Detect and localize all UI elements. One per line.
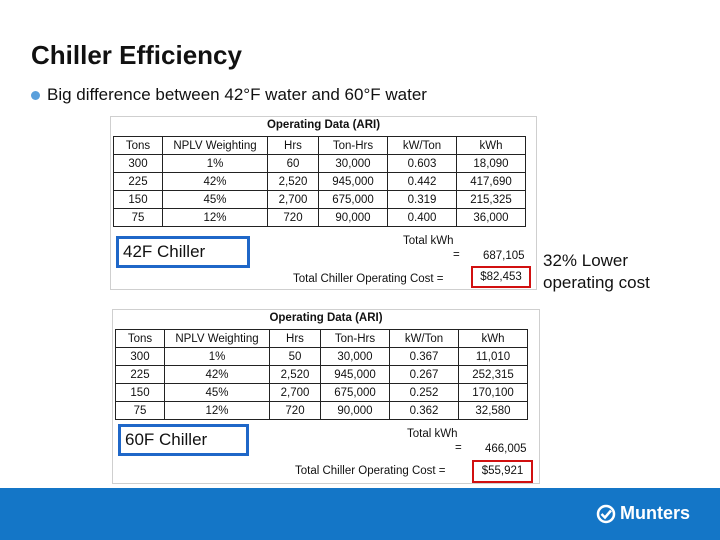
chiller-label-60f: 60F Chiller bbox=[118, 424, 249, 456]
table-cell: 50 bbox=[269, 347, 321, 366]
table-cell: 945,000 bbox=[320, 365, 390, 384]
table-cell: 225 bbox=[113, 172, 163, 191]
total-cost-label: Total Chiller Operating Cost = bbox=[295, 465, 446, 477]
table-cell: 215,325 bbox=[456, 190, 526, 209]
table-cell: 252,315 bbox=[458, 365, 528, 384]
header-cell: Tons bbox=[113, 136, 163, 155]
table-cell: 720 bbox=[267, 208, 319, 227]
table-cell: 90,000 bbox=[318, 208, 388, 227]
total-cost-highlight: $55,921 bbox=[472, 460, 533, 483]
table-cell: 417,690 bbox=[456, 172, 526, 191]
total-kwh-equals: = bbox=[453, 249, 460, 261]
table-row: 225 42% 2,520 945,000 0.442 417,690 bbox=[113, 172, 526, 191]
side-note-line: operating cost bbox=[543, 273, 650, 292]
header-cell: Tons bbox=[115, 329, 165, 348]
table-cell: 12% bbox=[162, 208, 268, 227]
table-cell: 32,580 bbox=[458, 401, 528, 420]
table-row: 75 12% 720 90,000 0.362 32,580 bbox=[115, 401, 528, 420]
table-header-row: Tons NPLV Weighting Hrs Ton-Hrs kW/Ton k… bbox=[115, 329, 528, 348]
total-cost-highlight: $82,453 bbox=[471, 266, 531, 288]
table-cell: 0.367 bbox=[389, 347, 459, 366]
operating-data-table-42f: Operating Data (ARI) Tons NPLV Weighting… bbox=[110, 116, 537, 290]
total-cost-label: Total Chiller Operating Cost = bbox=[293, 273, 444, 285]
header-cell: NPLV Weighting bbox=[164, 329, 270, 348]
table-cell: 150 bbox=[115, 383, 165, 402]
table-cell: 2,700 bbox=[267, 190, 319, 209]
table-cell: 75 bbox=[115, 401, 165, 420]
munters-checkmark-icon bbox=[596, 504, 616, 523]
table-cell: 945,000 bbox=[318, 172, 388, 191]
total-kwh-label: Total kWh bbox=[403, 235, 454, 247]
total-kwh-equals: = bbox=[455, 442, 462, 454]
table-row: 300 1% 50 30,000 0.367 11,010 bbox=[115, 347, 528, 366]
table-cell: 675,000 bbox=[320, 383, 390, 402]
table-cell: 1% bbox=[162, 154, 268, 173]
table-cell: 30,000 bbox=[318, 154, 388, 173]
table-cell: 0.362 bbox=[389, 401, 459, 420]
table-cell: 170,100 bbox=[458, 383, 528, 402]
header-cell: kWh bbox=[458, 329, 528, 348]
table-cell: 2,700 bbox=[269, 383, 321, 402]
table-row: 150 45% 2,700 675,000 0.252 170,100 bbox=[115, 383, 528, 402]
table-cell: 45% bbox=[162, 190, 268, 209]
table-cell: 42% bbox=[164, 365, 270, 384]
table-cell: 150 bbox=[113, 190, 163, 209]
table-cell: 0.319 bbox=[387, 190, 457, 209]
table-cell: 675,000 bbox=[318, 190, 388, 209]
header-cell: kWh bbox=[456, 136, 526, 155]
table-cell: 720 bbox=[269, 401, 321, 420]
table-cell: 0.400 bbox=[387, 208, 457, 227]
footer-bar: Munters bbox=[0, 488, 720, 540]
table-cell: 60 bbox=[267, 154, 319, 173]
munters-logo: Munters bbox=[596, 503, 690, 524]
side-note: 32% Lower operating cost bbox=[543, 250, 650, 294]
table-header-row: Tons NPLV Weighting Hrs Ton-Hrs kW/Ton k… bbox=[113, 136, 526, 155]
table-cell: 30,000 bbox=[320, 347, 390, 366]
table-cell: 300 bbox=[115, 347, 165, 366]
bullet-point: Big difference between 42°F water and 60… bbox=[31, 85, 427, 105]
chiller-label-42f: 42F Chiller bbox=[116, 236, 250, 268]
table-cell: 11,010 bbox=[458, 347, 528, 366]
total-kwh-value: 687,105 bbox=[483, 250, 525, 262]
table-cell: 12% bbox=[164, 401, 270, 420]
total-kwh-value: 466,005 bbox=[485, 443, 527, 455]
table-cell: 225 bbox=[115, 365, 165, 384]
table-cell: 300 bbox=[113, 154, 163, 173]
header-cell: kW/Ton bbox=[387, 136, 457, 155]
logo-text: Munters bbox=[619, 503, 690, 523]
header-cell: Hrs bbox=[269, 329, 321, 348]
header-cell: Hrs bbox=[267, 136, 319, 155]
total-kwh-label: Total kWh bbox=[407, 428, 458, 440]
bullet-text: Big difference between 42°F water and 60… bbox=[47, 85, 427, 104]
table-row: 150 45% 2,700 675,000 0.319 215,325 bbox=[113, 190, 526, 209]
table-heading: Operating Data (ARI) bbox=[266, 119, 381, 131]
data-table: Tons NPLV Weighting Hrs Ton-Hrs kW/Ton k… bbox=[115, 329, 528, 420]
operating-data-table-60f: Operating Data (ARI) Tons NPLV Weighting… bbox=[112, 309, 540, 484]
header-cell: NPLV Weighting bbox=[162, 136, 268, 155]
slide-title: Chiller Efficiency bbox=[31, 40, 242, 70]
table-row: 75 12% 720 90,000 0.400 36,000 bbox=[113, 208, 526, 227]
table-cell: 2,520 bbox=[267, 172, 319, 191]
table-cell: 0.252 bbox=[389, 383, 459, 402]
header-cell: kW/Ton bbox=[389, 329, 459, 348]
table-cell: 45% bbox=[164, 383, 270, 402]
header-cell: Ton-Hrs bbox=[318, 136, 388, 155]
table-cell: 0.442 bbox=[387, 172, 457, 191]
side-note-line: 32% Lower bbox=[543, 251, 629, 270]
table-cell: 2,520 bbox=[269, 365, 321, 384]
table-cell: 1% bbox=[164, 347, 270, 366]
bullet-dot-icon bbox=[31, 90, 40, 100]
header-cell: Ton-Hrs bbox=[320, 329, 390, 348]
table-cell: 18,090 bbox=[456, 154, 526, 173]
table-heading: Operating Data (ARI) bbox=[269, 312, 383, 324]
table-cell: 0.267 bbox=[389, 365, 459, 384]
table-cell: 42% bbox=[162, 172, 268, 191]
table-cell: 0.603 bbox=[387, 154, 457, 173]
table-cell: 36,000 bbox=[456, 208, 526, 227]
data-table: Tons NPLV Weighting Hrs Ton-Hrs kW/Ton k… bbox=[113, 136, 526, 227]
table-cell: 75 bbox=[113, 208, 163, 227]
table-row: 300 1% 60 30,000 0.603 18,090 bbox=[113, 154, 526, 173]
table-row: 225 42% 2,520 945,000 0.267 252,315 bbox=[115, 365, 528, 384]
table-cell: 90,000 bbox=[320, 401, 390, 420]
